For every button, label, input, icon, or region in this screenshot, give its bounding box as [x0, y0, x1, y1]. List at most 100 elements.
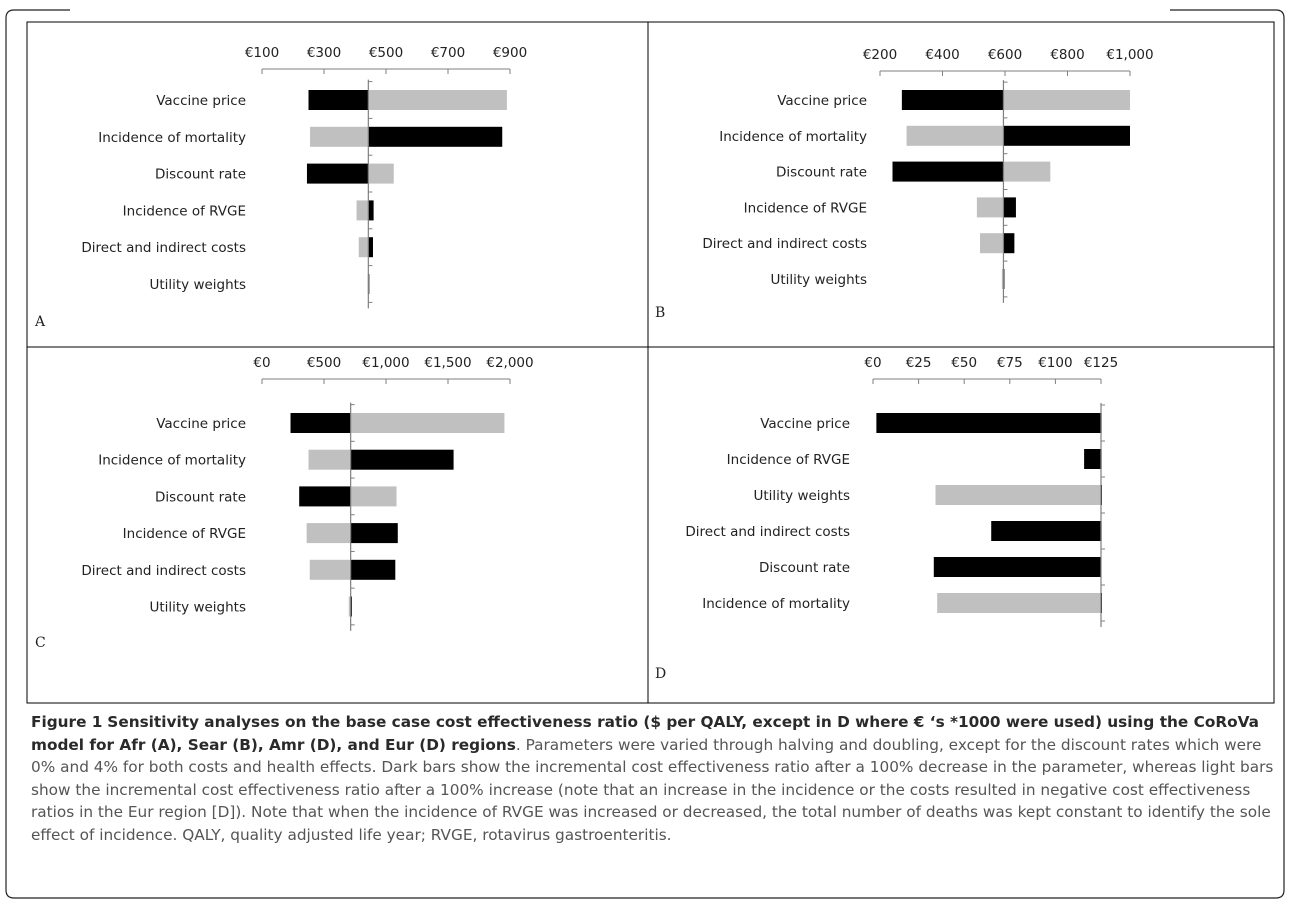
- bar-dark: [1003, 125, 1130, 146]
- bar-light: [976, 197, 1004, 218]
- category-label: Utility weights: [770, 272, 867, 288]
- x-tick-label: €1,000: [362, 355, 409, 371]
- category-label: Incidence of mortality: [98, 130, 246, 146]
- bar-dark: [308, 90, 369, 110]
- bar-dark: [368, 126, 503, 147]
- category-label: Incidence of RVGE: [727, 452, 850, 468]
- panel-letter: A: [34, 314, 46, 330]
- panel-letter: D: [655, 666, 666, 682]
- bar-dark: [368, 200, 374, 221]
- bar-light: [1003, 90, 1130, 110]
- x-tick-label: €2,000: [486, 355, 533, 371]
- panel-letter: B: [655, 305, 665, 321]
- bar-light: [368, 163, 394, 184]
- category-label: Vaccine price: [777, 93, 867, 109]
- caption-title: Sensitivity analyses on the base case co…: [31, 713, 1259, 754]
- bar-light: [308, 449, 351, 470]
- bar-light: [937, 593, 1101, 613]
- bar-dark: [901, 90, 1004, 110]
- bar-light: [980, 233, 1004, 254]
- x-tick-label: €0: [253, 355, 270, 371]
- category-label: Incidence of mortality: [98, 453, 246, 469]
- tornado-charts: €100 €300 €500 €700 €900 Vaccine price Inciden…: [34, 45, 1154, 682]
- panel-d: €0 €25 €50 €75 €100 €125 Vaccine price Incidenc…: [655, 355, 1118, 682]
- outer-frame-line: [5, 9, 1285, 899]
- bar-light: [358, 237, 369, 258]
- category-label: Vaccine price: [156, 416, 246, 432]
- category-label: Incidence of RVGE: [744, 200, 867, 216]
- bar-light: [906, 125, 1004, 146]
- bar-dark: [306, 163, 369, 184]
- category-label: Incidence of mortality: [702, 596, 850, 612]
- category-label: Direct and indirect costs: [685, 524, 850, 540]
- x-tick-label: €900: [493, 45, 527, 61]
- bar-dark: [1084, 449, 1101, 469]
- category-label: Incidence of mortality: [719, 129, 867, 145]
- bar-dark: [368, 237, 373, 258]
- category-label: Vaccine price: [760, 416, 850, 432]
- bar-dark: [350, 559, 396, 580]
- x-tick-label: €1,500: [424, 355, 471, 371]
- category-label: Direct and indirect costs: [81, 563, 246, 579]
- category-label: Direct and indirect costs: [81, 240, 246, 256]
- caption-label: Figure 1: [31, 713, 103, 731]
- x-tick-label: €1,000: [1106, 47, 1153, 63]
- bar-light: [348, 596, 351, 617]
- bar-dark: [290, 413, 351, 433]
- x-tick-label: €400: [925, 47, 959, 63]
- bar-light: [935, 485, 1101, 505]
- bar-dark: [892, 161, 1004, 182]
- panel-a: €100 €300 €500 €700 €900 Vaccine price Inciden…: [34, 45, 527, 330]
- bar-light: [350, 486, 397, 507]
- x-tick-label: €25: [906, 355, 932, 371]
- panel-letter: C: [35, 635, 46, 651]
- category-label: Discount rate: [155, 167, 246, 183]
- panel-grid-border: [26, 21, 1275, 704]
- bar-dark: [350, 596, 352, 617]
- category-label: Vaccine price: [156, 93, 246, 109]
- category-label: Utility weights: [149, 600, 246, 616]
- bar-light: [356, 200, 369, 221]
- x-tick-label: €600: [988, 47, 1022, 63]
- bar-dark: [933, 557, 1101, 577]
- x-tick-label: €125: [1084, 355, 1118, 371]
- bar-dark: [991, 521, 1101, 541]
- bar-light: [306, 523, 351, 544]
- category-label: Incidence of RVGE: [123, 526, 246, 542]
- bar-light: [1003, 161, 1051, 182]
- category-label: Utility weights: [149, 277, 246, 293]
- category-label: Discount rate: [776, 165, 867, 181]
- figure-border: [5, 9, 1285, 899]
- category-label: Discount rate: [155, 489, 246, 505]
- bar-dark: [1003, 197, 1016, 218]
- panel-b: €200 €400 €600 €800 €1,000 Vaccine price Incid…: [655, 47, 1154, 321]
- bar-dark: [1003, 233, 1015, 254]
- x-tick-label: €100: [1038, 355, 1072, 371]
- x-tick-label: €200: [863, 47, 897, 63]
- bar-light: [309, 559, 351, 580]
- category-label: Utility weights: [753, 488, 850, 504]
- bar-dark: [876, 413, 1101, 433]
- x-tick-label: €500: [369, 45, 403, 61]
- category-label: Discount rate: [759, 560, 850, 576]
- x-tick-label: €100: [245, 45, 279, 61]
- category-label: Incidence of RVGE: [123, 203, 246, 219]
- x-tick-label: €300: [307, 45, 341, 61]
- panel-c: €0 €500 €1,000 €1,500 €2,000 Vaccine price Inc…: [35, 355, 534, 651]
- x-tick-label: €500: [307, 355, 341, 371]
- bar-dark: [299, 486, 351, 507]
- x-tick-label: €800: [1050, 47, 1084, 63]
- caption-body: . Parameters were varied through halving…: [31, 735, 1274, 844]
- bar-light: [1001, 269, 1004, 289]
- bar-light: [310, 126, 369, 147]
- x-tick-label: €700: [431, 45, 465, 61]
- bar-light: [368, 90, 507, 110]
- bar-dark: [350, 523, 398, 544]
- x-tick-label: €75: [997, 355, 1023, 371]
- figure-caption: Figure 1 Sensitivity analyses on the bas…: [31, 711, 1276, 846]
- x-tick-label: €50: [951, 355, 977, 371]
- x-tick-label: €0: [864, 355, 881, 371]
- bar-dark: [350, 449, 454, 470]
